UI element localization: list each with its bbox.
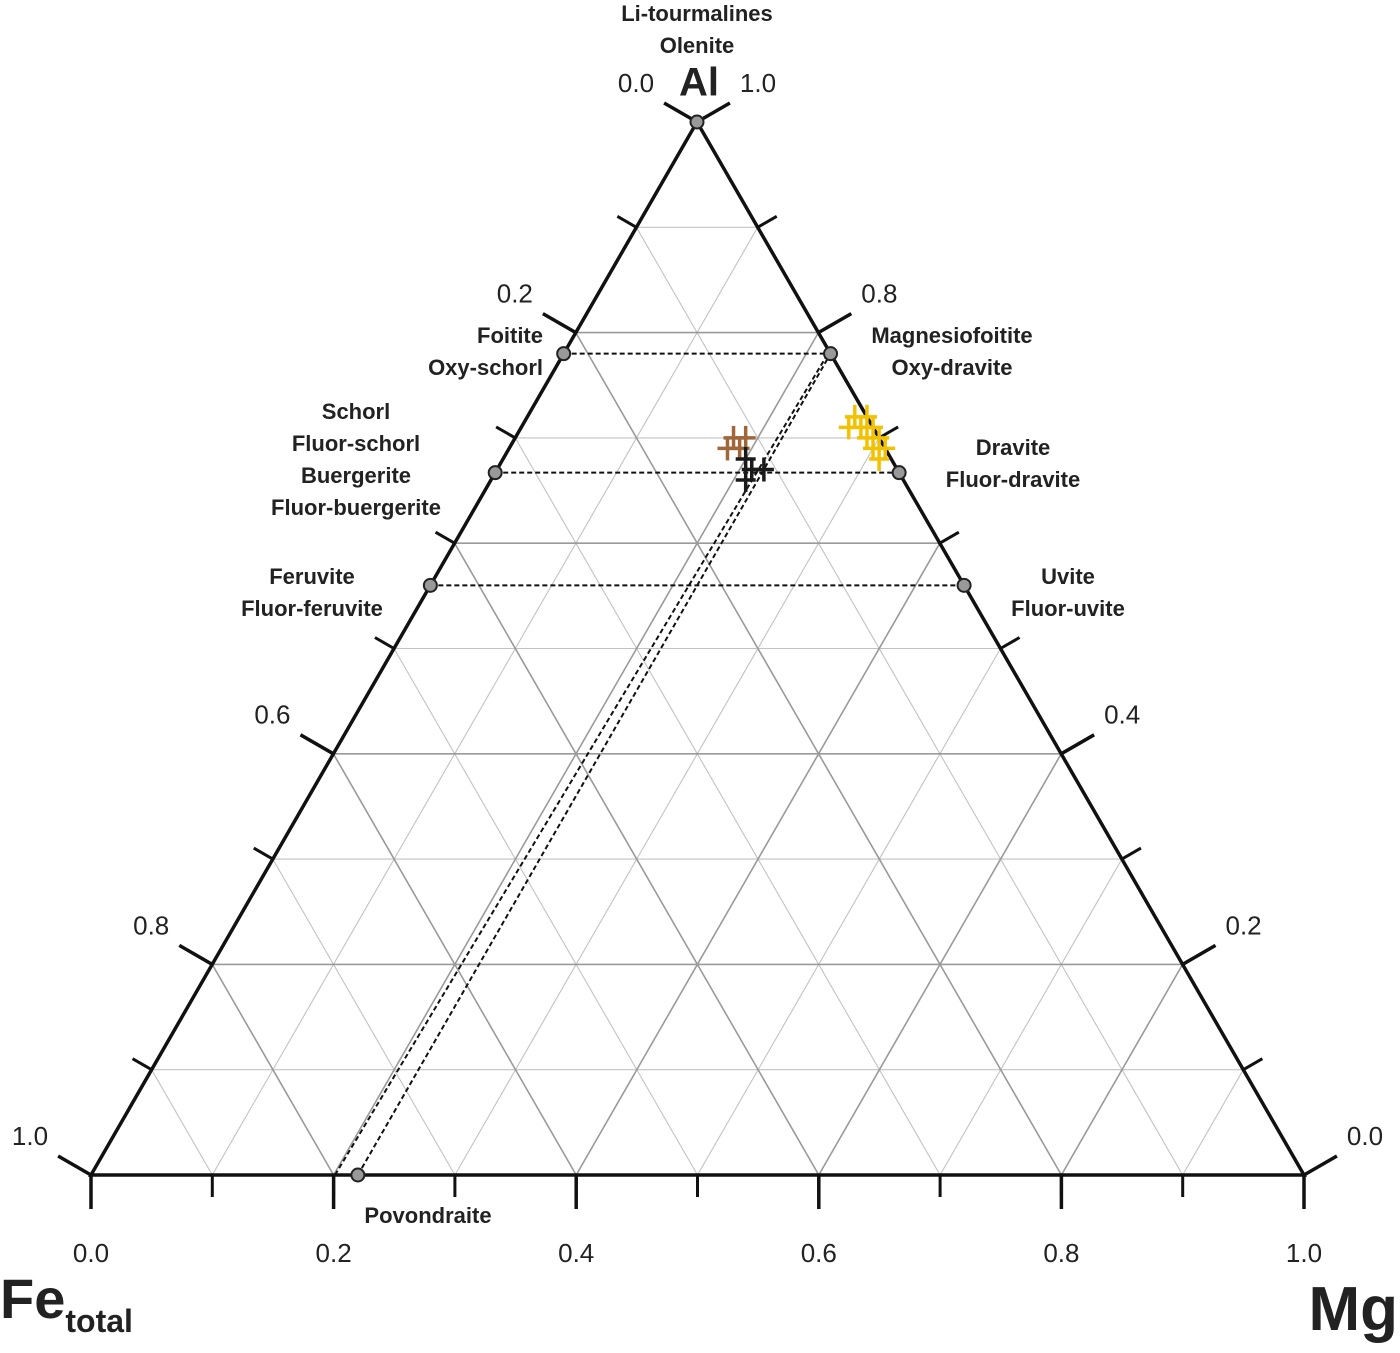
tick-mark [178,943,214,966]
tick-mark [1121,846,1142,861]
endmember-point [823,346,839,362]
tick-mark [878,425,899,440]
tick-mark [374,636,395,650]
endmember-point [891,465,907,481]
tick-mark [57,1154,92,1177]
endmember-label: Fluor-dravite [946,467,1080,492]
tick-mark [252,846,274,861]
tie-line [334,356,827,1176]
data-point [856,404,877,429]
grid-line [697,648,1001,1176]
endmember-label: Fluor-feruvite [241,596,383,621]
right-tick-label: 1.0 [740,68,776,98]
endmember-point [556,346,572,362]
endmember-label: Feruvite [269,564,355,589]
tick-mark [131,1057,153,1071]
right-tick-label: 0.0 [1347,1121,1383,1151]
grid-line [454,437,880,1176]
data-point [735,468,756,493]
tick-mark [434,530,456,545]
left-tick-label: 0.0 [618,68,654,98]
endmember-label: Fluor-schorl [292,431,420,456]
left-tick-label: 0.8 [133,910,169,940]
tick-mark [299,733,335,756]
tie-lines [334,352,965,1176]
grid-line [211,227,759,1176]
endmember-point [422,577,438,593]
fe-label: Fe [0,1267,65,1330]
endmember-label: Olenite [660,33,735,58]
tick-mark [756,215,778,229]
grid-line [1182,1069,1244,1176]
endmember-label: Uvite [1041,564,1095,589]
bottom-tick-label: 1.0 [1286,1238,1322,1268]
endmember-label: Dravite [976,435,1051,460]
bottom-tick-label: 0.8 [1043,1238,1079,1268]
endmember-label: Oxy-schorl [428,355,543,380]
endmember-point [956,577,972,593]
fe-vertex-label: Fetotal [0,1267,133,1339]
endmember-label: Povondraite [364,1203,491,1228]
points: Li-tourmalines Olenite Foitite Oxy-schorl Ma… [241,1,1125,1228]
right-tick-label: 0.8 [861,278,897,308]
tick-mark [1303,1154,1338,1177]
endmember-label: Fluor-uvite [1011,596,1125,621]
endmember-label: Schorl [322,399,390,424]
tick-mark [999,636,1021,650]
grid [151,226,1244,1176]
endmember-label: Magnesiofoitite [871,323,1032,348]
tick-mark [817,312,853,335]
tick-mark [1242,1057,1264,1071]
left-tick-label: 1.0 [12,1121,48,1151]
left-tick-label: 0.2 [497,278,533,308]
tie-line [356,353,832,1176]
endmember-label: Buergerite [301,463,411,488]
bottom-tick-label: 0.0 [73,1238,109,1268]
grid-line [818,753,1062,1176]
grid-line [272,858,456,1176]
tick-mark [616,215,638,229]
bottom-tick-label: 0.2 [316,1238,352,1268]
tick-mark [495,425,516,440]
endmember-point [350,1167,366,1183]
grid-line [939,858,1123,1176]
right-tick-label: 0.4 [1104,700,1140,730]
tick-mark [1181,943,1217,966]
endmember-label: Li-tourmalines [621,1,773,26]
ticks: 0.0 0.2 0.4 0.6 0.8 1.0 0.0 0.2 0.6 0.8 1.0 1.0 0.8 0… [12,68,1383,1268]
left-tick-label: 0.6 [254,700,290,730]
fe-subscript: total [65,1303,133,1339]
right-tick-label: 0.2 [1226,910,1262,940]
al-vertex-label: Al [679,61,719,105]
mg-vertex-label: Mg [1308,1275,1398,1344]
data-point [838,415,859,440]
endmember-label: Fluor-buergerite [271,495,441,520]
data-point [869,446,890,471]
bottom-tick-label: 0.6 [801,1238,837,1268]
grid-line [332,753,577,1176]
bottom-tick-label: 0.4 [558,1238,594,1268]
endmember-label: Oxy-dravite [891,355,1012,380]
endmember-label: Foitite [477,323,543,348]
endmember-point [689,114,705,130]
endmember-point [487,465,503,481]
tick-mark [939,530,960,545]
grid-line [211,964,335,1176]
grid-line [393,648,698,1176]
tick-mark [542,312,577,335]
grid-line [514,437,941,1176]
grid-line [1060,964,1184,1176]
tick-mark [1060,733,1095,756]
grid-line [151,1069,213,1176]
data-point [753,457,774,482]
grid-line [635,227,1184,1176]
